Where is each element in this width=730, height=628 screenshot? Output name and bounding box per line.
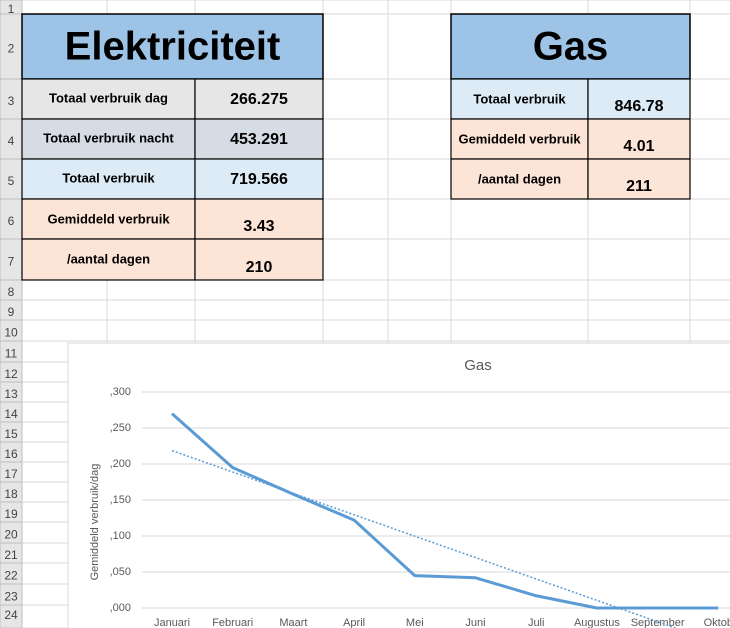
- label-cell: [21, 198, 196, 240]
- cell-value: 846.78: [615, 98, 664, 115]
- y-tick-label: ,150: [110, 494, 131, 506]
- cell-label: Gemiddeld verbruik: [47, 211, 170, 226]
- row-number: 19: [4, 507, 18, 521]
- row-number: 1: [8, 2, 15, 16]
- value-cell: [194, 78, 324, 120]
- y-tick-label: ,050: [110, 566, 131, 578]
- row-number: 22: [4, 569, 18, 583]
- row-number: 14: [4, 407, 18, 421]
- value-cell: [194, 158, 324, 200]
- row-number: 23: [4, 590, 18, 604]
- row-number: 8: [8, 285, 15, 299]
- cell-label: /aantal dagen: [67, 251, 150, 266]
- cell-value: 266.275: [230, 91, 288, 108]
- label-cell: [21, 158, 196, 200]
- table-title: Elektriciteit: [65, 25, 281, 69]
- x-tick-label: Augustus: [574, 617, 620, 628]
- row-number: 15: [4, 427, 18, 441]
- x-tick-label: Oktob: [704, 617, 730, 628]
- cell-label: Gemiddeld verbruik: [458, 131, 581, 146]
- row-number: 21: [4, 548, 18, 562]
- row-number: 9: [8, 305, 15, 319]
- y-tick-label: ,000: [110, 602, 131, 614]
- row-number: 20: [4, 528, 18, 542]
- row-number: 2: [8, 42, 15, 56]
- row-number: 24: [4, 608, 18, 622]
- y-axis-title: Gemiddeld verbruik/dag: [89, 464, 101, 581]
- label-cell: [450, 158, 589, 200]
- row-header: [0, 0, 23, 628]
- row-number: 16: [4, 447, 18, 461]
- x-tick-label: Juni: [465, 617, 485, 628]
- chart-title: Gas: [464, 357, 492, 374]
- label-cell: [21, 238, 196, 281]
- x-tick-label: Januari: [154, 617, 190, 628]
- x-tick-label: September: [631, 617, 685, 628]
- row-number: 3: [8, 94, 15, 108]
- label-cell: [21, 78, 196, 120]
- cell-label: Totaal verbruik: [473, 91, 566, 106]
- row-number: 5: [8, 174, 15, 188]
- row-number: 12: [4, 367, 18, 381]
- row-number: 6: [8, 214, 15, 228]
- y-tick-label: ,200: [110, 458, 131, 470]
- y-tick-label: ,100: [110, 530, 131, 542]
- x-tick-label: Februari: [212, 617, 253, 628]
- table-header: [450, 13, 691, 80]
- cell-value: 3.43: [243, 218, 274, 235]
- row-number: 7: [8, 255, 15, 269]
- value-cell: [587, 78, 691, 120]
- table-title: Gas: [533, 25, 609, 69]
- cell-value: 453.291: [230, 131, 288, 148]
- row-number: 4: [8, 134, 15, 148]
- row-number: 18: [4, 487, 18, 501]
- row-number: 17: [4, 467, 18, 481]
- cell-value: 719.566: [230, 171, 288, 188]
- label-cell: [450, 118, 589, 160]
- cell-value: 210: [246, 259, 273, 276]
- cell-label: Totaal verbruik dag: [49, 90, 168, 105]
- x-tick-label: Juli: [528, 617, 545, 628]
- chart-area: [67, 342, 730, 628]
- data-line: [171, 412, 719, 610]
- x-tick-label: Mei: [406, 617, 424, 628]
- cell-label: Totaal verbruik: [62, 170, 155, 185]
- y-tick-label: ,300: [110, 386, 131, 398]
- row-number: 10: [4, 326, 18, 340]
- cell-label: /aantal dagen: [478, 171, 561, 186]
- row-number: 11: [5, 347, 18, 361]
- x-tick-label: April: [343, 617, 365, 628]
- cell-label: Totaal verbruik nacht: [43, 130, 174, 145]
- value-cell: [194, 118, 324, 160]
- value-cell: [194, 238, 324, 281]
- cell-value: 211: [626, 178, 652, 195]
- label-cell: [450, 78, 589, 120]
- cell-value: 4.01: [623, 138, 654, 155]
- value-cell: [587, 158, 691, 200]
- row-number: 13: [4, 387, 18, 401]
- x-tick-label: Maart: [279, 617, 307, 628]
- value-cell: [587, 118, 691, 160]
- y-tick-label: ,250: [110, 422, 131, 434]
